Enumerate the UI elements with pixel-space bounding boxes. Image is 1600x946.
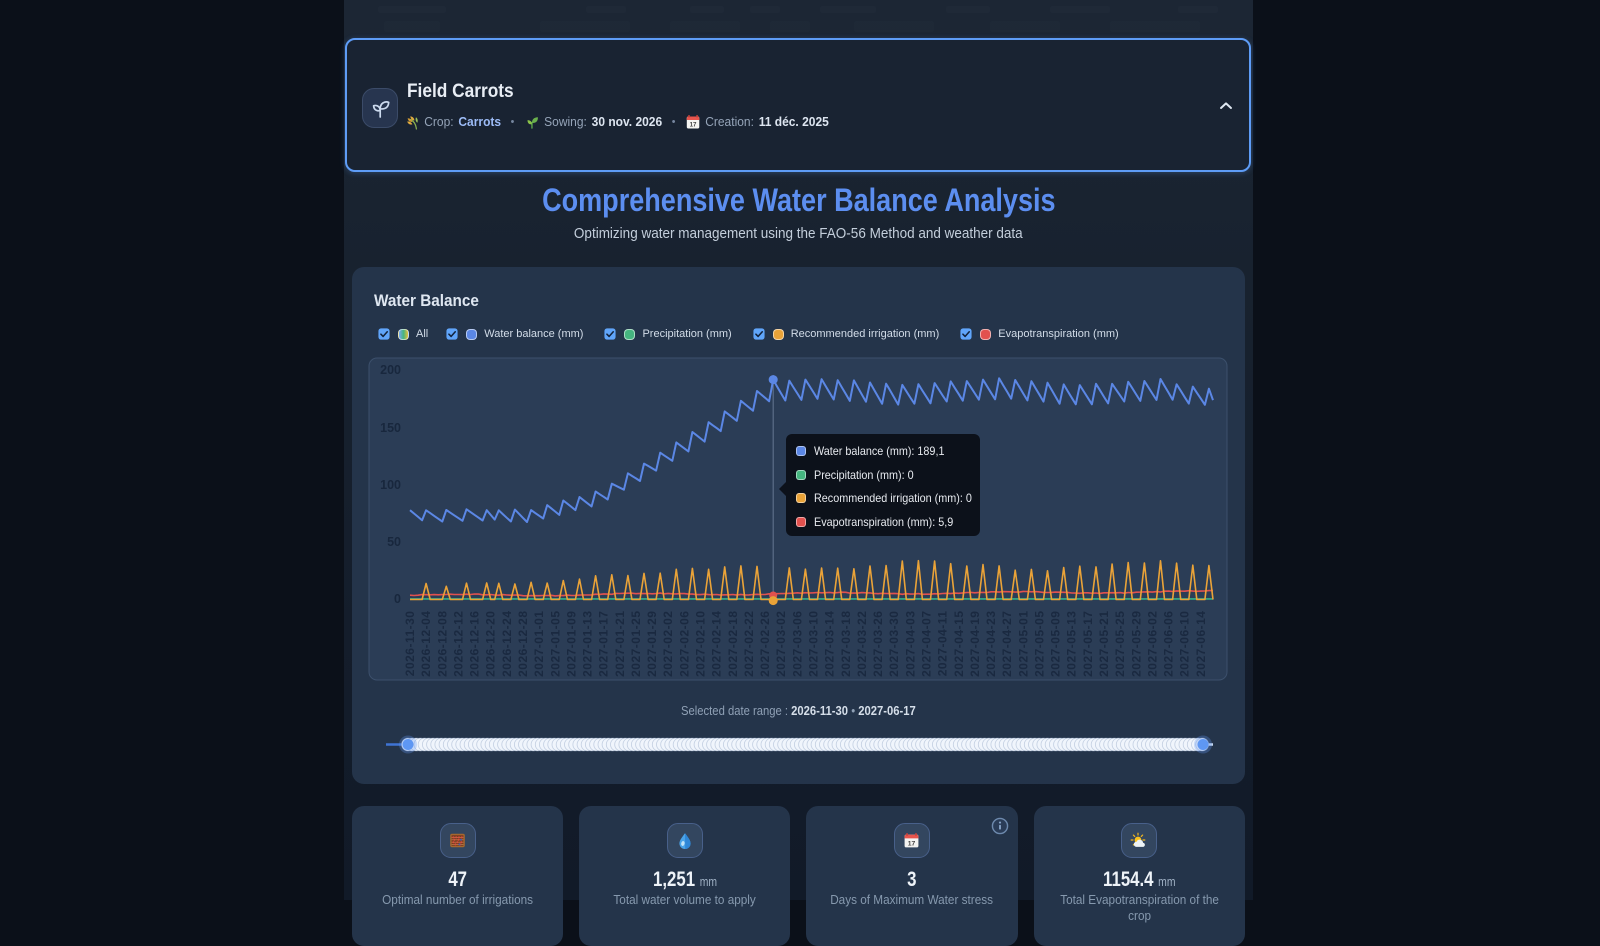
svg-text:2027-04-03: 2027-04-03 (903, 611, 917, 677)
svg-text:2027-04-07: 2027-04-07 (920, 611, 934, 677)
svg-text:2027-02-18: 2027-02-18 (726, 611, 740, 677)
svg-text:2027-04-23: 2027-04-23 (984, 611, 998, 677)
svg-text:2027-06-06: 2027-06-06 (1162, 611, 1176, 677)
svg-text:2026-12-12: 2026-12-12 (451, 611, 465, 677)
svg-text:150: 150 (380, 421, 401, 435)
svg-text:2027-02-10: 2027-02-10 (694, 611, 708, 677)
svg-text:50: 50 (387, 535, 401, 549)
svg-text:17: 17 (908, 840, 916, 847)
svg-text:2027-02-14: 2027-02-14 (710, 611, 724, 677)
svg-text:2027-01-09: 2027-01-09 (564, 611, 578, 677)
svg-text:2027-01-05: 2027-01-05 (548, 611, 562, 677)
svg-text:2027-03-22: 2027-03-22 (855, 611, 869, 677)
svg-text:2027-05-25: 2027-05-25 (1113, 611, 1127, 677)
svg-text:2027-03-02: 2027-03-02 (774, 611, 788, 677)
svg-text:2027-06-14: 2027-06-14 (1194, 611, 1208, 677)
svg-text:2027-03-18: 2027-03-18 (839, 611, 853, 677)
svg-text:2026-12-20: 2026-12-20 (484, 611, 498, 677)
svg-text:2027-01-17: 2027-01-17 (597, 611, 611, 677)
svg-text:200: 200 (380, 363, 401, 377)
svg-text:2027-01-01: 2027-01-01 (532, 611, 546, 677)
svg-text:100: 100 (380, 478, 401, 492)
svg-text:17: 17 (689, 121, 696, 128)
svg-text:2027-03-10: 2027-03-10 (807, 611, 821, 677)
svg-text:2026-12-08: 2026-12-08 (435, 611, 449, 677)
svg-text:2027-05-05: 2027-05-05 (1033, 611, 1047, 677)
svg-text:2026-11-30: 2026-11-30 (403, 611, 417, 677)
svg-text:2026-12-24: 2026-12-24 (500, 611, 514, 677)
svg-text:0: 0 (394, 592, 401, 606)
svg-text:2027-04-15: 2027-04-15 (952, 611, 966, 677)
svg-text:2027-03-06: 2027-03-06 (790, 611, 804, 677)
svg-text:2027-01-21: 2027-01-21 (613, 611, 627, 677)
svg-text:2027-01-29: 2027-01-29 (645, 611, 659, 677)
svg-text:2026-12-04: 2026-12-04 (419, 611, 433, 677)
svg-text:2027-05-17: 2027-05-17 (1081, 611, 1095, 677)
svg-text:2026-12-16: 2026-12-16 (468, 611, 482, 677)
svg-text:2027-06-02: 2027-06-02 (1145, 611, 1159, 677)
svg-text:2027-05-13: 2027-05-13 (1065, 611, 1079, 677)
svg-text:2027-05-21: 2027-05-21 (1097, 611, 1111, 677)
svg-text:2027-05-09: 2027-05-09 (1049, 611, 1063, 677)
svg-text:2027-02-06: 2027-02-06 (677, 611, 691, 677)
svg-text:2027-02-26: 2027-02-26 (758, 611, 772, 677)
svg-text:2027-04-27: 2027-04-27 (1000, 611, 1014, 677)
svg-text:2027-04-11: 2027-04-11 (936, 611, 950, 677)
svg-text:2027-03-26: 2027-03-26 (871, 611, 885, 677)
svg-text:2027-05-29: 2027-05-29 (1129, 611, 1143, 677)
svg-text:2027-02-02: 2027-02-02 (661, 611, 675, 677)
svg-text:2027-03-14: 2027-03-14 (823, 611, 837, 677)
svg-text:2027-02-22: 2027-02-22 (742, 611, 756, 677)
svg-text:2026-12-28: 2026-12-28 (516, 611, 530, 677)
svg-text:2027-04-19: 2027-04-19 (968, 611, 982, 677)
svg-text:2027-03-30: 2027-03-30 (887, 611, 901, 677)
svg-text:2027-01-13: 2027-01-13 (581, 611, 595, 677)
svg-text:2027-05-01: 2027-05-01 (1016, 611, 1030, 677)
svg-text:2027-06-10: 2027-06-10 (1178, 611, 1192, 677)
svg-text:2027-01-25: 2027-01-25 (629, 611, 643, 677)
